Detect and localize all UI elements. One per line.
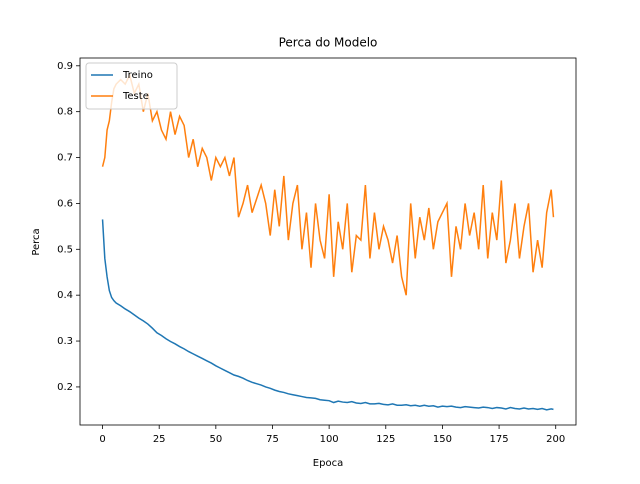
x-tick-label: 25	[153, 434, 166, 445]
y-tick-label: 0.4	[57, 290, 73, 301]
x-tick-label: 200	[546, 434, 565, 445]
y-tick-label: 0.3	[57, 336, 73, 347]
plot-frame	[79, 57, 577, 426]
series-line	[101, 219, 554, 411]
x-tick-label: 150	[433, 434, 452, 445]
legend-label: Teste	[122, 91, 149, 102]
legend-label: Treino	[122, 70, 153, 81]
chart-title: Perca do Modelo	[279, 36, 378, 50]
y-tick-label: 0.8	[57, 107, 73, 118]
x-tick-label: 75	[266, 434, 279, 445]
x-tick-label: 0	[99, 434, 105, 445]
x-tick-label: 100	[320, 434, 339, 445]
x-axis-label: Epoca	[313, 458, 343, 469]
x-tick-label: 175	[490, 434, 509, 445]
y-tick-label: 0.7	[57, 153, 73, 164]
y-tick-label: 0.2	[57, 382, 73, 393]
y-axis-label: Perca	[31, 228, 42, 255]
x-tick-label: 125	[376, 434, 395, 445]
y-tick-label: 0.9	[57, 61, 73, 72]
y-tick-label: 0.6	[57, 198, 73, 209]
x-tick-label: 50	[209, 434, 222, 445]
y-tick-label: 0.5	[57, 244, 73, 255]
series-line	[101, 72, 555, 296]
